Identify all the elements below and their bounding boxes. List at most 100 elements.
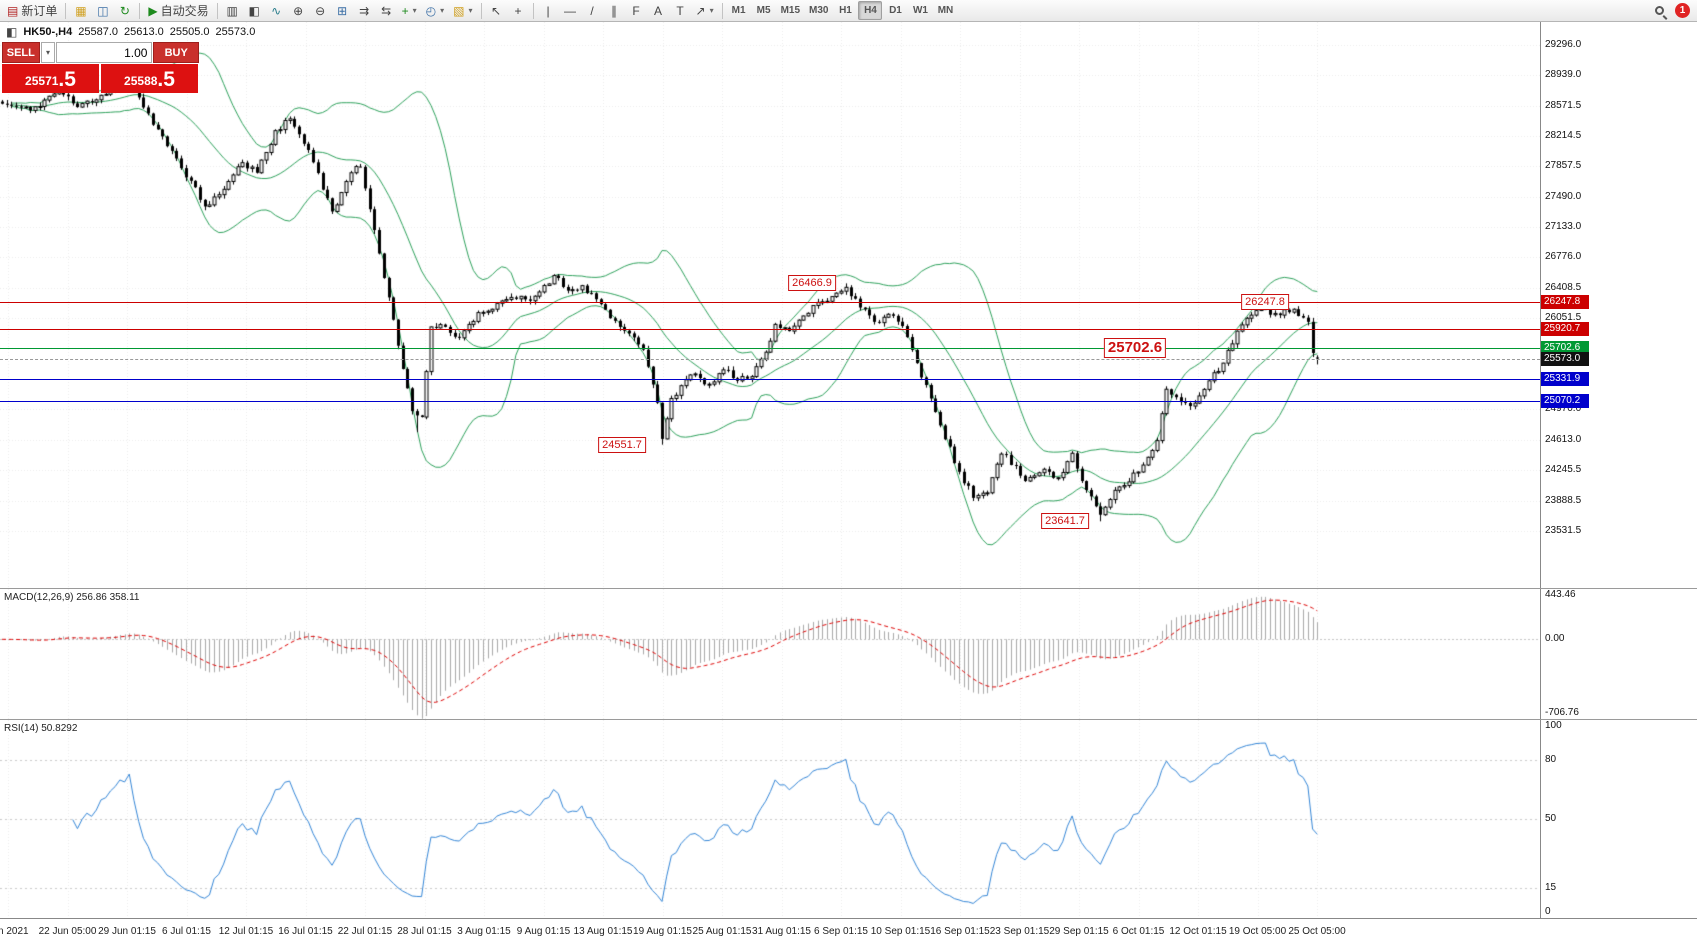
search-button[interactable] xyxy=(1649,1,1670,20)
arrow-tools-button[interactable]: ↗ ▾ xyxy=(692,1,718,20)
line-chart-icon: ∿ xyxy=(271,3,282,18)
rsi-axis-label: 50 xyxy=(1545,813,1557,824)
symbol-period: HK50-,H4 xyxy=(23,26,73,38)
bar-chart-button[interactable]: ▥ xyxy=(222,1,243,20)
new-order-label: 新订单 xyxy=(21,4,58,18)
timeframe-h1-button[interactable]: H1 xyxy=(839,5,852,16)
toolbar-separator xyxy=(216,2,218,19)
volume-dropdown-button[interactable]: ▾ xyxy=(40,42,56,63)
timeframe-h4-button[interactable]: H4 xyxy=(858,1,883,20)
time-axis-label: 28 Jul 01:15 xyxy=(397,926,452,937)
time-axis[interactable] xyxy=(0,918,1697,945)
price-annotation[interactable]: 23641.7 xyxy=(1041,513,1089,530)
horizontal-level-line[interactable] xyxy=(0,329,1540,330)
indicators-button[interactable]: + ▾ xyxy=(398,1,421,20)
buy-price-main: 25588 xyxy=(124,74,158,88)
new-order-button[interactable]: ▤ 新订单 xyxy=(3,1,61,20)
refresh-button[interactable]: ↻ xyxy=(114,1,135,20)
auto-trading-button[interactable]: ▶ 自动交易 xyxy=(144,1,212,20)
chart-ohlc-header: ◧ HK50-,H4 25587.0 25613.0 25505.0 25573… xyxy=(6,26,255,38)
timeframe-m30-button[interactable]: M30 xyxy=(809,5,829,16)
price-level-badge: 25702.6 xyxy=(1541,340,1589,355)
text-label-icon: T xyxy=(676,3,684,18)
toolbar-separator xyxy=(532,2,534,19)
macd-indicator-chart[interactable] xyxy=(0,589,1540,719)
macd-axis-label: 0.00 xyxy=(1545,633,1565,645)
buy-button[interactable]: BUY xyxy=(153,42,199,63)
price-axis[interactable] xyxy=(1540,22,1697,918)
time-axis-label: 12 Jul 01:15 xyxy=(218,926,274,937)
vertical-line-button[interactable]: | xyxy=(538,1,559,20)
arrow-tools-icon: ↗ xyxy=(695,3,706,18)
cursor-button[interactable]: ↖ xyxy=(486,1,507,20)
timeframe-m5-button[interactable]: M5 xyxy=(756,5,771,16)
horizontal-line-button[interactable]: — xyxy=(560,1,581,20)
line-chart-button[interactable]: ∿ xyxy=(266,1,287,20)
horizontal-level-line[interactable] xyxy=(0,348,1540,349)
price-level-badge: 25070.2 xyxy=(1541,394,1589,408)
low-value: 25505.0 xyxy=(169,26,210,38)
notification-badge[interactable]: 1 xyxy=(1675,3,1690,18)
periods-button[interactable]: ◴ ▾ xyxy=(422,1,449,20)
main-price-chart[interactable] xyxy=(0,22,1540,588)
buy-price-display[interactable]: 25588.5 xyxy=(101,64,198,93)
sell-button[interactable]: SELL xyxy=(2,42,40,63)
price-annotation[interactable]: 24551.7 xyxy=(598,436,646,453)
panel-separator[interactable] xyxy=(0,588,1697,589)
auto-scroll-button[interactable]: ⇉ xyxy=(354,1,375,20)
rsi-indicator-label: RSI(14) 50.8292 xyxy=(4,723,77,734)
sell-price-display[interactable]: 25571.5 xyxy=(2,64,99,93)
crosshair-icon: + xyxy=(514,3,522,18)
bar-chart-icon: ▥ xyxy=(226,3,238,18)
price-axis-label: 26408.5 xyxy=(1545,282,1582,294)
panel-separator[interactable] xyxy=(0,719,1697,720)
templates-button[interactable]: ▧ ▾ xyxy=(449,1,476,20)
volume-input[interactable] xyxy=(56,42,153,63)
toolbar-separator xyxy=(721,2,723,19)
macd-axis-label: -706.76 xyxy=(1545,707,1579,718)
chart-shift-button[interactable]: ⇆ xyxy=(376,1,397,20)
fibonacci-button[interactable]: F xyxy=(626,1,647,20)
vertical-line-icon: | xyxy=(546,3,550,18)
chevron-down-icon: ▾ xyxy=(412,6,417,15)
time-axis-label: 19 Oct 05:00 xyxy=(1228,926,1287,937)
templates-icon: ▧ xyxy=(453,3,465,18)
chevron-down-icon: ▾ xyxy=(440,6,445,15)
rsi-indicator-chart[interactable] xyxy=(0,720,1540,918)
tile-windows-button[interactable]: ⊞ xyxy=(332,1,353,20)
rsi-name: RSI(14) xyxy=(4,723,39,734)
zoom-in-button[interactable]: ⊕ xyxy=(288,1,309,20)
sell-price-main: 25571 xyxy=(25,74,59,88)
timeframe-m1-button[interactable]: M1 xyxy=(731,5,746,16)
timeframe-d1-button[interactable]: D1 xyxy=(889,5,902,16)
time-axis-label: 6 Oct 01:15 xyxy=(1112,926,1165,937)
horizontal-level-line[interactable] xyxy=(0,401,1540,402)
crosshair-button[interactable]: + xyxy=(508,1,529,20)
timeframe-m15-button[interactable]: M15 xyxy=(780,5,801,16)
channel-icon: ∥ xyxy=(611,3,617,18)
zoom-out-icon: ⊖ xyxy=(315,3,326,18)
toolbar-separator xyxy=(480,2,482,19)
new-chart-button[interactable]: ▦ xyxy=(70,1,91,20)
price-axis-label: 27490.0 xyxy=(1545,191,1582,203)
price-annotation[interactable]: 25702.6 xyxy=(1103,337,1167,358)
time-axis-label: 6 Sep 01:15 xyxy=(814,926,868,937)
time-axis-label: 16 Sep 01:15 xyxy=(930,926,990,937)
time-axis-label: 6 Jul 01:15 xyxy=(162,926,211,937)
price-annotation[interactable]: 26247.8 xyxy=(1241,293,1289,310)
zoom-out-button[interactable]: ⊖ xyxy=(310,1,331,20)
timeframe-w1-button[interactable]: W1 xyxy=(912,5,928,16)
price-annotation[interactable]: 26466.9 xyxy=(788,275,836,292)
candlestick-chart-button[interactable]: ◧ xyxy=(244,1,265,20)
horizontal-level-line[interactable] xyxy=(0,379,1540,380)
text-label-button[interactable]: T xyxy=(670,1,691,20)
price-axis-label: 28571.5 xyxy=(1545,100,1582,112)
horizontal-level-line[interactable] xyxy=(0,302,1540,303)
text-button[interactable]: A xyxy=(648,1,669,20)
timeframe-mn-button[interactable]: MN xyxy=(937,5,954,16)
macd-indicator-label: MACD(12,26,9) 256.86 358.11 xyxy=(4,592,139,603)
trendline-button[interactable]: / xyxy=(582,1,603,20)
profiles-button[interactable]: ◫ xyxy=(92,1,113,20)
rsi-value: 50.8292 xyxy=(41,723,78,734)
channel-button[interactable]: ∥ xyxy=(604,1,625,20)
